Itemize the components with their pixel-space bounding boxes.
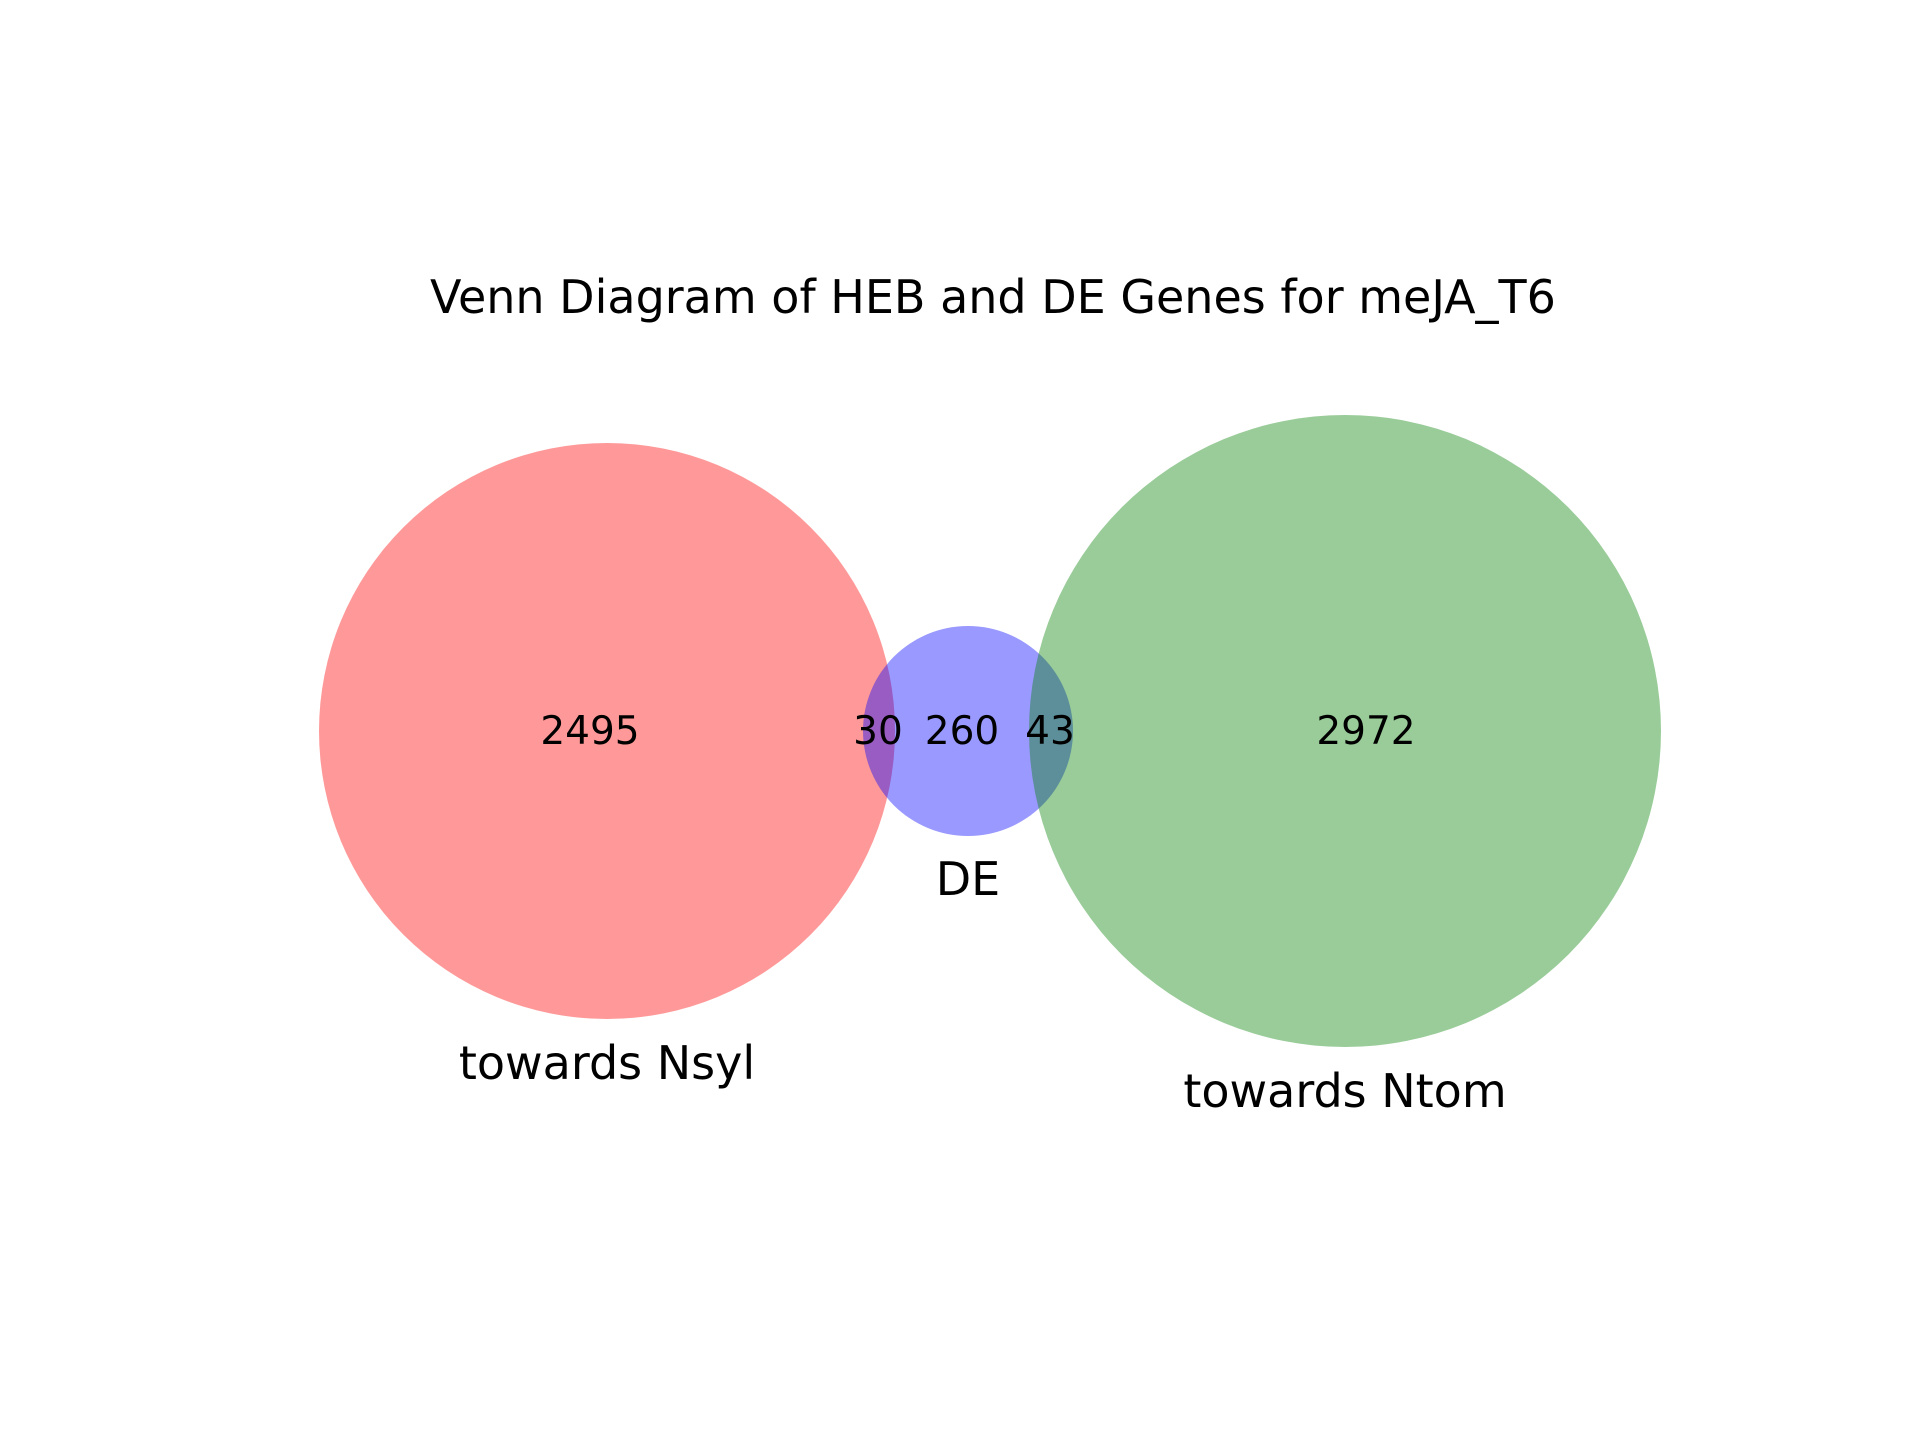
count-de-only: 260	[925, 709, 999, 754]
set-circle-ntom	[1029, 415, 1661, 1047]
region-counts: 2495 30 260 43 2972	[540, 709, 1415, 754]
set-label-ntom: towards Ntom	[1183, 1064, 1506, 1118]
count-nsyl-only: 2495	[540, 709, 639, 754]
diagram-title: Venn Diagram of HEB and DE Genes for meJ…	[430, 270, 1556, 324]
set-circle-nsyl	[319, 443, 895, 1019]
set-label-nsyl: towards Nsyl	[459, 1036, 755, 1090]
count-nsyl-and-de: 30	[853, 709, 903, 754]
set-labels: towards Nsyl DE towards Ntom	[459, 852, 1507, 1118]
count-de-and-ntom: 43	[1025, 709, 1075, 754]
count-ntom-only: 2972	[1316, 709, 1415, 754]
set-circle-de	[863, 626, 1073, 836]
set-label-de: DE	[936, 852, 1001, 906]
set-circles	[319, 415, 1661, 1047]
